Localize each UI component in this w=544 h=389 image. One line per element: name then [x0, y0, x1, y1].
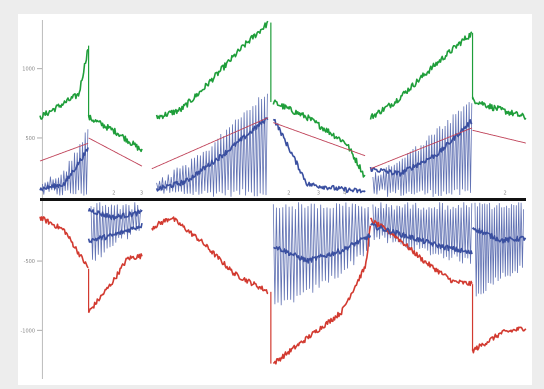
series-green-segment-2 — [155, 20, 269, 120]
y-tick-label-3: -1000 — [20, 328, 35, 334]
y-tick-label-1: 500 — [25, 136, 35, 142]
series-blue-segment-3 — [272, 118, 366, 194]
series-red-segment-5 — [471, 326, 527, 354]
y-tick-label-2: -500 — [24, 259, 35, 265]
y-tick-label-0: 1000 — [22, 67, 35, 73]
series-blue-segment-7 — [370, 222, 473, 255]
oscillation-band-4 — [272, 202, 370, 306]
series-blue-segment-0 — [39, 147, 89, 192]
series-red-segment-1 — [87, 253, 143, 314]
series-group — [39, 20, 527, 365]
series-pink-segment-0 — [39, 142, 89, 162]
tick-group: 1000 500 -500 -1000 2 3 2 3 4 2 — [20, 67, 506, 335]
oscillation-band-6 — [474, 202, 524, 297]
series-pink-segment-4 — [370, 127, 473, 170]
x-tick-label-4: 4 — [343, 191, 346, 197]
oscillation-band-5 — [372, 202, 473, 264]
series-green-segment-4 — [369, 31, 473, 120]
series-pink-segment-1 — [88, 137, 143, 167]
series-blue-segment-1 — [87, 208, 143, 221]
x-tick-label-0: 2 — [112, 191, 115, 197]
series-blue-segment-5 — [87, 222, 143, 244]
series-blue-segment-6 — [273, 233, 372, 264]
series-blue-segment-2 — [155, 117, 269, 192]
chart-frame: 1000 500 -500 -1000 2 3 2 3 4 2 — [18, 14, 532, 385]
oscillation-band-0 — [42, 129, 89, 196]
line-chart: 1000 500 -500 -1000 2 3 2 3 4 2 — [20, 20, 527, 379]
x-tick-label-1: 3 — [140, 191, 143, 197]
series-pink-segment-5 — [472, 129, 526, 144]
series-green-segment-1 — [87, 114, 143, 153]
x-tick-label-3: 3 — [317, 191, 320, 197]
x-tick-label-2: 2 — [287, 191, 290, 197]
series-red-segment-0 — [39, 216, 89, 269]
x-tick-label-5: 2 — [504, 191, 507, 197]
series-red-segment-2 — [151, 216, 269, 295]
series-blue-segment-4 — [369, 119, 473, 177]
series-pink-segment-2 — [151, 117, 269, 170]
series-green-segment-5 — [471, 96, 527, 120]
series-red-segment-3 — [272, 225, 372, 365]
series-green-segment-3 — [272, 99, 366, 178]
series-red-segment-4 — [369, 217, 473, 287]
oscillation-band-1 — [156, 93, 268, 197]
series-blue-segment-8 — [471, 227, 527, 244]
oscillation-band-2 — [372, 102, 473, 197]
series-pink-segment-3 — [273, 122, 366, 157]
series-green-segment-0 — [39, 48, 89, 120]
